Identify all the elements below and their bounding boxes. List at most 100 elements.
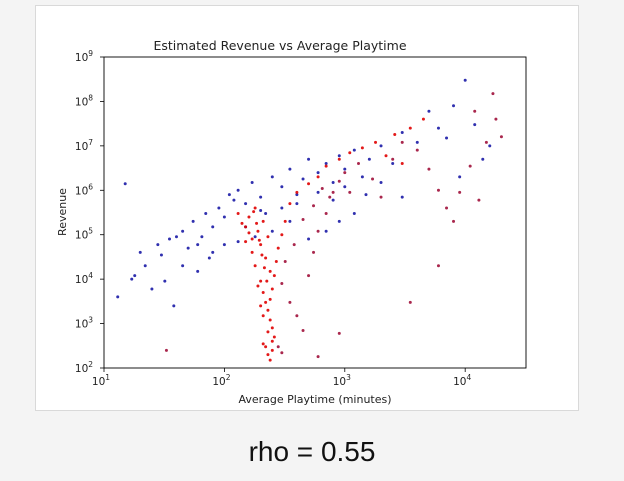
data-point [253, 264, 257, 268]
data-point [379, 195, 383, 199]
data-point [316, 171, 320, 175]
data-point [343, 185, 347, 189]
y-tick-label: 108 [75, 93, 93, 108]
data-point [266, 308, 270, 312]
data-point [445, 206, 449, 210]
data-point [222, 215, 226, 219]
data-point [261, 219, 265, 223]
data-point [494, 117, 498, 121]
data-point [343, 167, 347, 171]
data-point [276, 345, 280, 349]
data-point [436, 264, 440, 268]
data-point [316, 355, 320, 359]
data-point [348, 151, 352, 155]
data-point [262, 266, 266, 270]
data-point [270, 229, 274, 233]
data-point [274, 259, 278, 263]
data-point [196, 243, 200, 247]
data-point [384, 154, 388, 158]
data-point [295, 190, 299, 194]
data-point [288, 202, 292, 206]
data-point [499, 135, 503, 139]
data-point [236, 188, 240, 192]
x-tick-label: 104 [453, 373, 471, 388]
data-point [316, 229, 320, 233]
data-point [283, 219, 287, 223]
correlation-caption: rho = 0.55 [248, 436, 376, 467]
points-layer [116, 78, 503, 362]
data-point [250, 237, 254, 241]
data-point [463, 78, 467, 82]
data-point [280, 281, 284, 285]
data-point [288, 167, 292, 171]
data-point [268, 318, 272, 322]
data-point [270, 326, 274, 330]
data-point [288, 219, 292, 223]
data-point [301, 328, 305, 332]
data-point [252, 210, 256, 214]
data-point [257, 238, 261, 242]
data-point [270, 348, 274, 352]
data-point [261, 314, 265, 318]
data-point [452, 219, 456, 223]
data-point [222, 243, 226, 247]
data-point [324, 212, 328, 216]
data-point [357, 162, 361, 166]
data-point [232, 198, 236, 202]
data-point [116, 295, 120, 299]
data-point [280, 351, 284, 355]
y-axis: 102 103 104 105 106 107 108 109 [75, 49, 104, 375]
y-tick-label: 102 [75, 360, 93, 375]
data-point [259, 304, 263, 308]
data-point [408, 300, 412, 304]
data-point [181, 264, 185, 268]
data-point [266, 330, 270, 334]
data-point [331, 190, 335, 194]
data-point [236, 240, 240, 244]
data-point [172, 304, 176, 308]
data-point [196, 269, 200, 273]
data-point [280, 185, 284, 189]
data-point [264, 256, 268, 260]
data-point [393, 133, 397, 137]
data-point [270, 287, 274, 291]
data-point [256, 229, 260, 233]
data-point [250, 250, 254, 254]
data-point [156, 243, 160, 247]
data-point [261, 342, 265, 346]
data-point [477, 198, 481, 202]
y-tick-label: 106 [75, 182, 93, 197]
data-point [240, 221, 244, 225]
data-point [491, 92, 495, 96]
data-point [337, 179, 341, 183]
y-axis-label: Revenue [56, 188, 69, 236]
y-tick-label: 103 [75, 316, 93, 331]
data-point [295, 314, 299, 318]
data-point [436, 126, 440, 130]
data-point [264, 345, 268, 349]
data-point [268, 358, 272, 362]
data-point [316, 175, 320, 179]
data-point [159, 253, 163, 257]
data-point [427, 167, 431, 171]
data-point [261, 291, 265, 295]
data-point [324, 229, 328, 233]
data-point [266, 353, 270, 357]
data-point [163, 279, 167, 283]
x-tick-label: 103 [333, 373, 351, 388]
data-point [150, 287, 154, 291]
data-point [360, 146, 364, 150]
data-point [259, 279, 263, 283]
data-point [374, 140, 378, 144]
data-point [259, 243, 263, 247]
data-point [488, 144, 492, 148]
data-point [168, 237, 171, 241]
data-point [352, 212, 356, 216]
y-tick-label: 107 [75, 138, 93, 153]
y-tick-label: 104 [75, 271, 93, 286]
data-point [280, 233, 284, 237]
data-point [301, 218, 305, 221]
data-point [312, 250, 316, 254]
data-point [247, 231, 251, 235]
data-point [408, 126, 412, 130]
